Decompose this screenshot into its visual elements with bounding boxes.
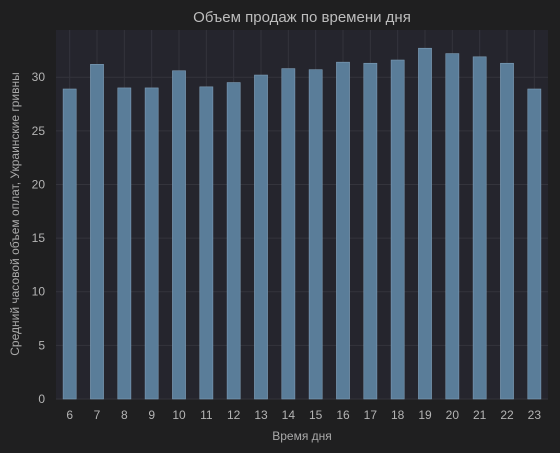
plot-area (56, 30, 548, 399)
bar-hour-20 (445, 53, 460, 400)
bar-hour-16 (336, 61, 350, 400)
y-tick-label: 15 (32, 231, 46, 245)
bar-hour-21 (472, 56, 487, 400)
y-tick-label: 0 (38, 392, 45, 406)
x-tick-label: 11 (200, 408, 213, 422)
bar-hour-8 (117, 87, 132, 400)
bar-hour-18 (390, 59, 405, 400)
bar-hour-15 (308, 69, 323, 400)
y-tick-label: 10 (32, 285, 46, 299)
y-tick-label: 20 (32, 177, 46, 191)
bar-hour-19 (418, 47, 432, 400)
x-tick-label: 8 (121, 408, 128, 422)
bar-hour-13 (254, 74, 268, 400)
bar-hour-10 (172, 70, 186, 400)
x-axis-ticks: 6 7 8 9 10 11 12 13 14 15 16 17 18 19 20 21 22 23 (66, 408, 541, 422)
y-tick-label: 25 (32, 124, 46, 138)
bar-hour-14 (281, 68, 296, 400)
x-tick-label: 19 (418, 408, 432, 422)
bars (62, 47, 542, 400)
x-axis-label: Время дня (272, 429, 332, 443)
bar-hour-11 (199, 86, 214, 400)
bar-hour-17 (363, 62, 378, 400)
x-tick-label: 15 (309, 408, 323, 422)
x-tick-label: 6 (66, 408, 73, 422)
y-axis-ticks: 0 5 10 15 20 25 30 (32, 70, 46, 406)
x-tick-label: 20 (446, 408, 460, 422)
x-tick-label: 14 (282, 408, 296, 422)
y-tick-label: 5 (38, 338, 45, 352)
x-tick-label: 7 (94, 408, 101, 422)
x-tick-label: 23 (528, 408, 542, 422)
chart-title: Объем продаж по времени дня (193, 9, 411, 26)
x-tick-label: 13 (254, 408, 268, 422)
x-tick-label: 10 (172, 408, 186, 422)
x-tick-label: 22 (500, 408, 514, 422)
bar-hour-7 (90, 64, 104, 400)
y-axis-label: Средний часовой объем оплат, Украинские … (8, 72, 22, 355)
x-tick-label: 9 (148, 408, 155, 422)
bar-hour-12 (226, 82, 241, 400)
bar-hour-9 (144, 87, 159, 400)
x-tick-label: 16 (336, 408, 350, 422)
bar-hour-22 (500, 62, 514, 400)
x-tick-label: 17 (364, 408, 378, 422)
x-tick-label: 18 (391, 408, 405, 422)
bar-hour-6 (62, 88, 77, 400)
x-tick-label: 21 (473, 408, 487, 422)
bar-hour-23 (527, 88, 542, 400)
y-tick-label: 30 (32, 70, 46, 84)
x-tick-label: 12 (227, 408, 241, 422)
